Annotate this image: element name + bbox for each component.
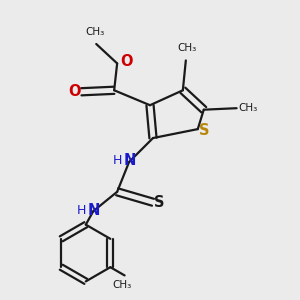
Text: CH₃: CH₃ (112, 280, 131, 290)
Text: S: S (199, 123, 210, 138)
Text: H: H (112, 154, 122, 167)
Text: S: S (154, 195, 165, 210)
Text: H: H (76, 204, 86, 217)
Text: CH₃: CH₃ (178, 43, 197, 53)
Text: N: N (124, 153, 136, 168)
Text: CH₃: CH₃ (85, 27, 104, 38)
Text: CH₃: CH₃ (238, 103, 257, 113)
Text: O: O (68, 84, 81, 99)
Text: O: O (121, 53, 133, 68)
Text: N: N (88, 203, 100, 218)
